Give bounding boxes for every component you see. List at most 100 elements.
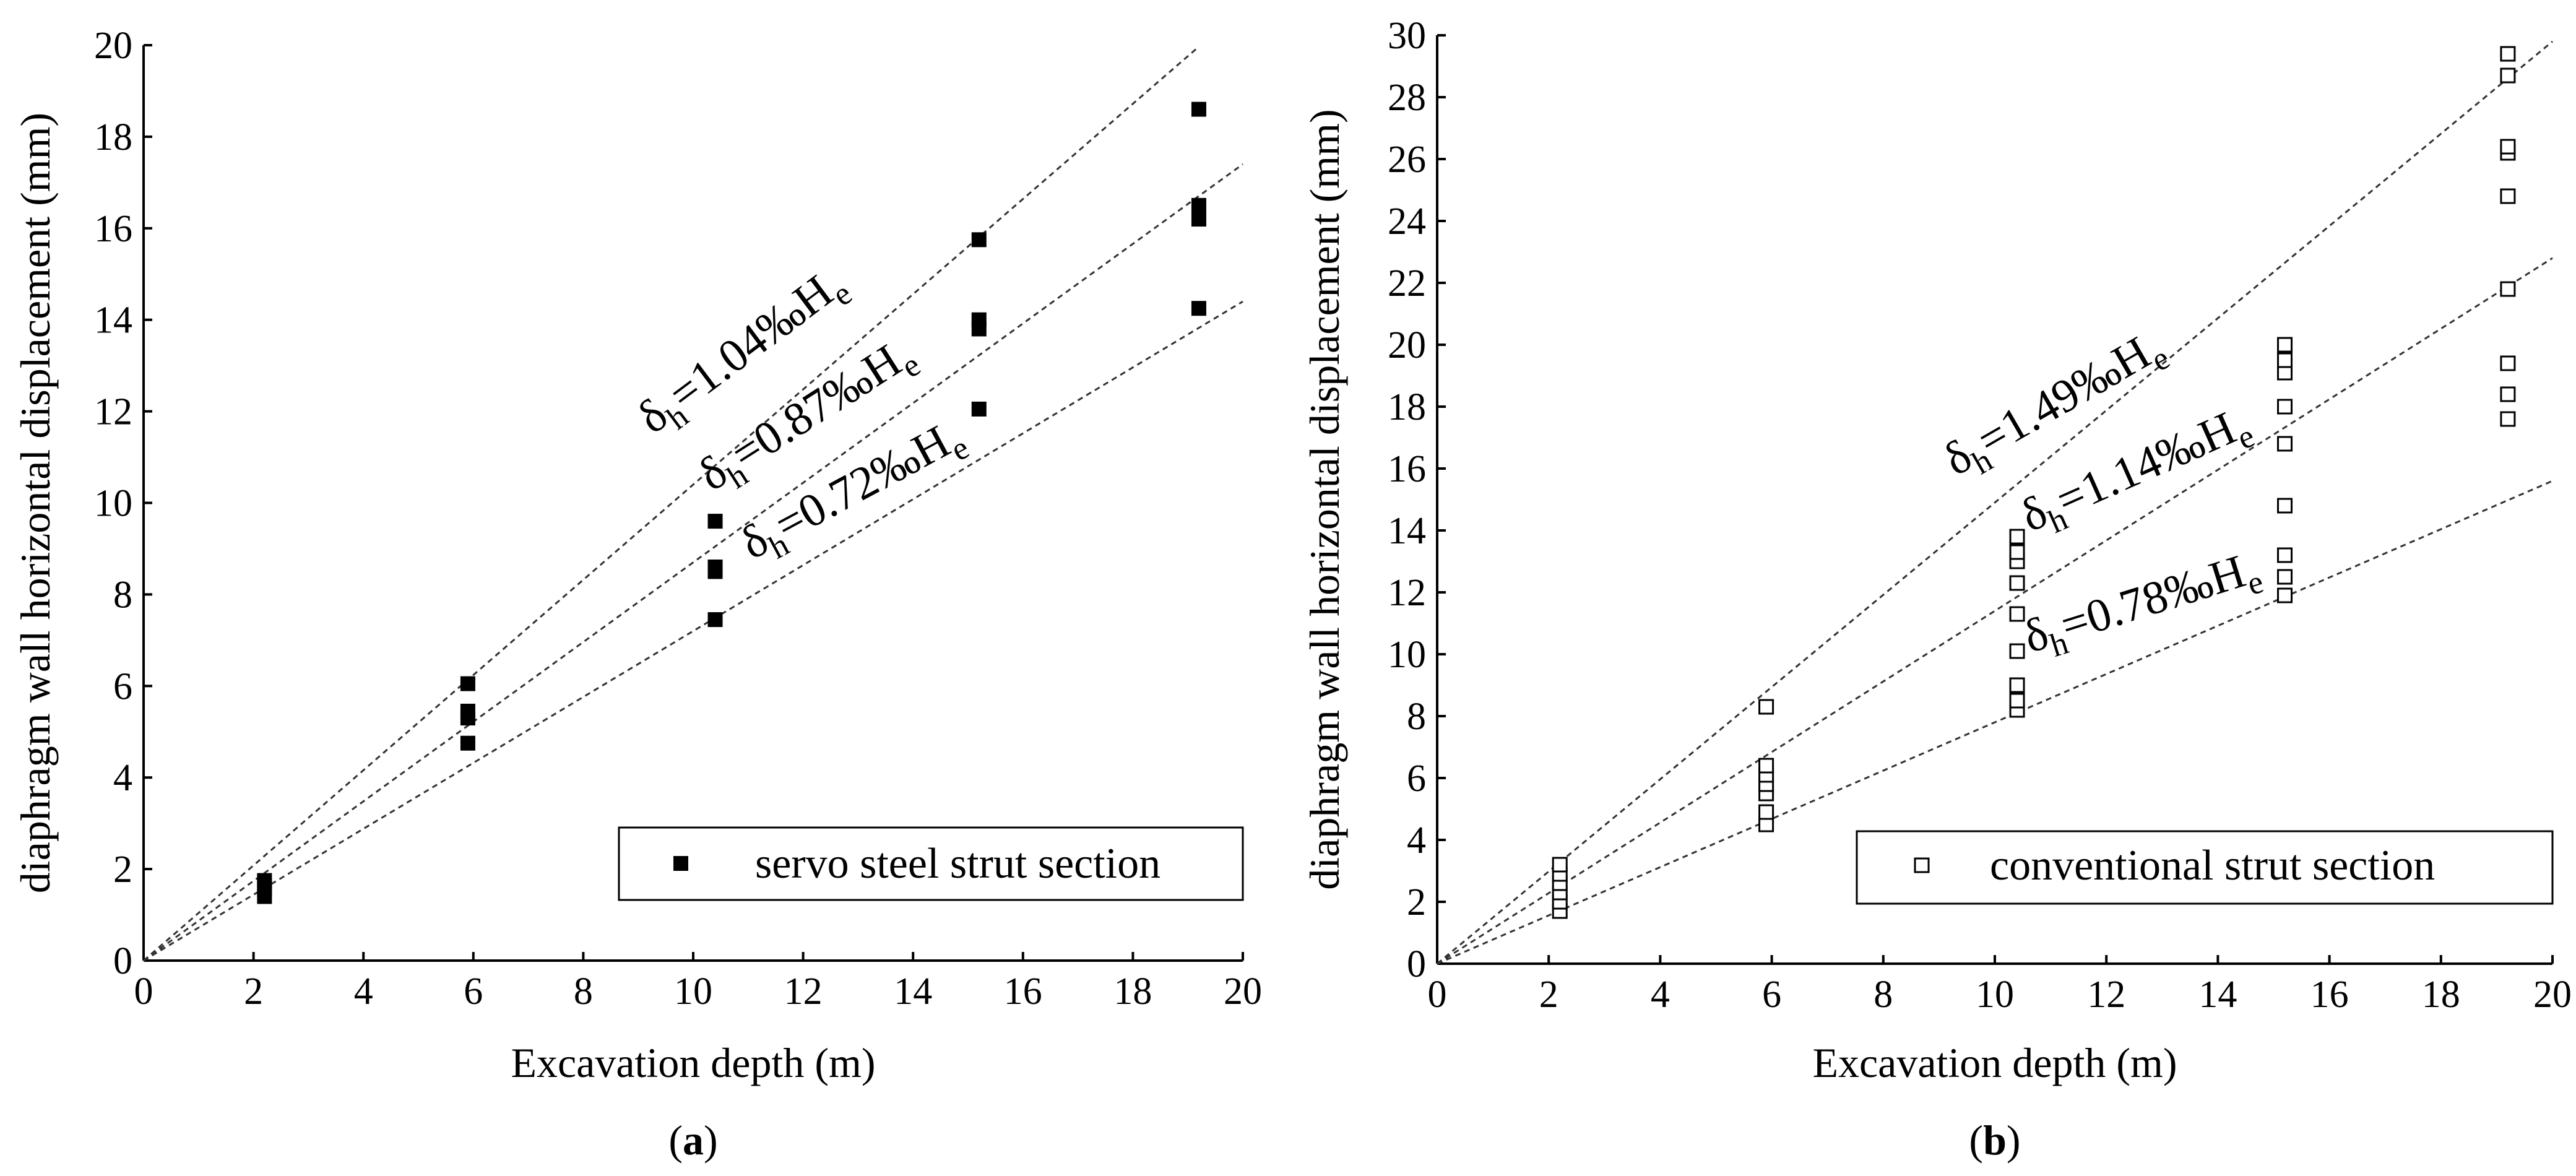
data-point: [2500, 46, 2516, 62]
data-point: [2009, 693, 2025, 709]
x-tick-label: 10: [1976, 974, 2014, 1016]
x-tick-label: 16: [1004, 971, 1042, 1013]
data-point: [2500, 281, 2516, 297]
data-point: [2277, 337, 2293, 353]
x-tick-label: 12: [784, 971, 823, 1013]
data-point: [1758, 758, 1774, 774]
y-tick-label: 8: [1407, 696, 1426, 738]
data-point: [2009, 575, 2025, 591]
data-point: [2500, 67, 2516, 84]
y-tick-label: 14: [1388, 510, 1426, 552]
data-point: [1758, 699, 1774, 715]
y-tick-label: 0: [113, 940, 132, 982]
x-tick-label: 14: [2198, 974, 2237, 1016]
x-tick-label: 8: [1874, 974, 1893, 1016]
legend-marker: [1914, 857, 1930, 873]
y-tick-label: 20: [94, 25, 132, 67]
data-point: [2500, 386, 2516, 402]
x-axis-title: Excavation depth (m): [1812, 1039, 2177, 1086]
reference-line: [143, 163, 1243, 962]
data-point: [707, 560, 723, 575]
data-point: [1191, 102, 1206, 117]
y-tick-label: 20: [1388, 324, 1426, 366]
y-tick-label: 18: [94, 116, 132, 158]
data-point: [2500, 355, 2516, 371]
data-point: [971, 232, 987, 248]
y-tick-label: 4: [113, 757, 132, 799]
y-tick-label: 24: [1388, 201, 1426, 243]
x-tick-label: 2: [244, 971, 263, 1013]
y-tick-label: 12: [1388, 572, 1426, 614]
reference-line: [143, 46, 1199, 962]
y-tick-label: 22: [1388, 262, 1426, 305]
data-point: [2500, 188, 2516, 204]
y-tick-label: 2: [1407, 881, 1426, 923]
panel-a-servo-steel-strut: 0 2 4 6 8 10 12 14 16 18 20 0 2 4 6 8 10 12 14 16 18 20 Excava…: [12, 25, 1262, 1164]
data-point: [971, 312, 987, 327]
x-tick-label: 4: [1651, 974, 1670, 1016]
legend-box: [618, 826, 1244, 901]
x-tick-label: 0: [134, 971, 153, 1013]
legend-label: conventional strut section: [1990, 842, 2435, 889]
data-point: [1191, 301, 1206, 316]
x-tick-label: 6: [1762, 974, 1781, 1016]
y-tick-label: 26: [1388, 139, 1426, 181]
x-tick-label: 8: [574, 971, 593, 1013]
data-point: [2277, 547, 2293, 563]
x-tick-label: 18: [1113, 971, 1152, 1013]
x-tick-label: 0: [1428, 974, 1447, 1016]
reference-line-label: δh=0.78‰He: [2018, 541, 2268, 671]
y-tick-label: 30: [1388, 15, 1426, 57]
data-point: [460, 703, 475, 719]
y-axis-title: diaphragm wall horizontal displacement (…: [12, 113, 59, 893]
data-point: [707, 514, 723, 529]
data-point: [2277, 436, 2293, 452]
y-tick-label: 14: [94, 300, 132, 342]
y-tick-label: 8: [113, 574, 132, 616]
data-point: [2277, 569, 2293, 585]
data-point: [460, 676, 475, 691]
data-point: [460, 735, 475, 751]
panel-label: (a): [668, 1117, 717, 1164]
data-point: [2277, 352, 2293, 368]
y-tick-label: 16: [94, 208, 132, 250]
data-point: [2009, 544, 2025, 560]
data-point: [2500, 139, 2516, 155]
y-axis-title: diaphragm wall horizontal displacement (…: [1301, 109, 1348, 889]
reference-line: [1437, 257, 2553, 965]
panel-label: (b): [1969, 1117, 2020, 1164]
y-tick-label: 12: [94, 391, 132, 433]
data-point: [2009, 677, 2025, 693]
legend-box: [1856, 830, 2554, 905]
y-tick-label: 6: [1407, 758, 1426, 800]
legend-label: servo steel strut section: [755, 840, 1160, 888]
y-tick-label: 6: [113, 665, 132, 707]
data-point: [2009, 606, 2025, 622]
data-point: [2277, 498, 2293, 514]
x-axis-title: Excavation depth (m): [511, 1039, 875, 1086]
y-tick-label: 10: [1388, 634, 1426, 676]
y-tick-label: 4: [1407, 819, 1426, 862]
data-point: [2277, 399, 2293, 415]
x-tick-label: 18: [2422, 974, 2460, 1016]
x-tick-label: 2: [1539, 974, 1558, 1016]
y-tick-label: 0: [1407, 943, 1426, 985]
y-tick-label: 18: [1388, 386, 1426, 428]
legend-marker: [673, 856, 688, 871]
data-point: [2009, 643, 2025, 659]
x-tick-label: 20: [1224, 971, 1262, 1013]
data-point: [1191, 212, 1206, 227]
y-tick-label: 2: [113, 849, 132, 891]
data-point: [1758, 804, 1774, 820]
x-tick-label: 6: [464, 971, 483, 1013]
x-tick-label: 20: [2533, 974, 2572, 1016]
x-tick-label: 14: [894, 971, 932, 1013]
y-tick-label: 10: [94, 483, 132, 525]
x-tick-label: 16: [2310, 974, 2349, 1016]
data-point: [2500, 411, 2516, 427]
data-point: [1191, 197, 1206, 213]
data-point: [707, 612, 723, 628]
x-tick-label: 12: [2087, 974, 2125, 1016]
y-tick-label: 16: [1388, 448, 1426, 490]
